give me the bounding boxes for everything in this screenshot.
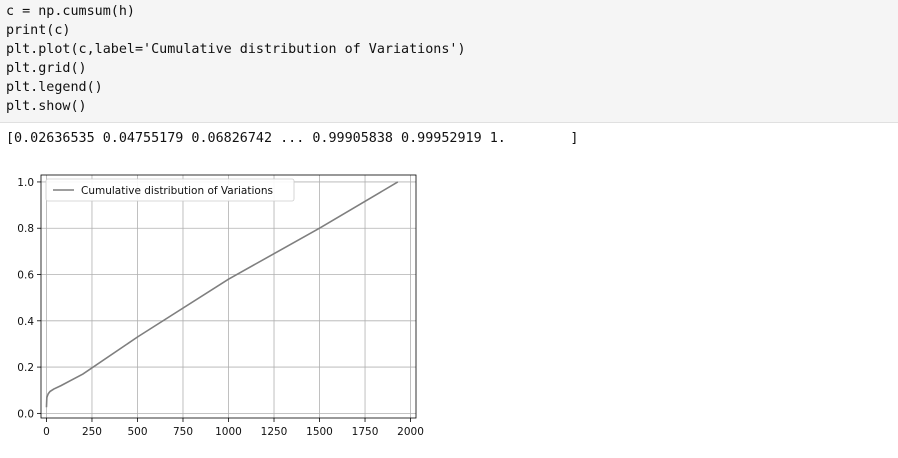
x-tick-label: 1500 — [306, 426, 333, 438]
cell-output-text: [0.02636535 0.04755179 0.06826742 ... 0.… — [6, 131, 579, 146]
x-tick-label: 750 — [173, 426, 193, 438]
x-tick-label: 250 — [82, 426, 102, 438]
y-tick-label: 0.8 — [17, 223, 34, 235]
x-tick-label: 1750 — [352, 426, 379, 438]
plot-output: 0 250 500 750 1000 1250 1500 1750 2000 0.0 0.2 0.4 0… — [0, 160, 440, 458]
code-line: c = np.cumsum(h) — [6, 4, 135, 19]
legend-label: Cumulative distribution of Variations — [81, 185, 273, 197]
x-tick-label: 2000 — [397, 426, 424, 438]
code-line: plt.plot(c,label='Cumulative distributio… — [6, 42, 466, 57]
code-line: plt.show() — [6, 99, 87, 114]
series-line — [45, 181, 399, 408]
y-tick-label: 0.2 — [17, 362, 34, 374]
x-tick-label: 1000 — [215, 426, 242, 438]
y-tick-label: 0.6 — [17, 270, 34, 282]
code-line: plt.legend() — [6, 80, 103, 95]
x-tick-label: 500 — [127, 426, 147, 438]
x-tick-label: 0 — [43, 426, 50, 438]
y-tick-label: 1.0 — [17, 177, 34, 189]
line-chart: 0 250 500 750 1000 1250 1500 1750 2000 0.0 0.2 0.4 0… — [17, 174, 424, 438]
y-tick-label: 0.4 — [17, 316, 34, 328]
x-tick-label: 1250 — [261, 426, 288, 438]
legend-box — [45, 178, 295, 202]
code-line: print(c) — [6, 23, 71, 38]
y-tick-label: 0.0 — [17, 408, 34, 420]
code-line: plt.grid() — [6, 61, 87, 76]
code-cell[interactable]: c = np.cumsum(h) print(c) plt.plot(c,lab… — [0, 0, 898, 123]
